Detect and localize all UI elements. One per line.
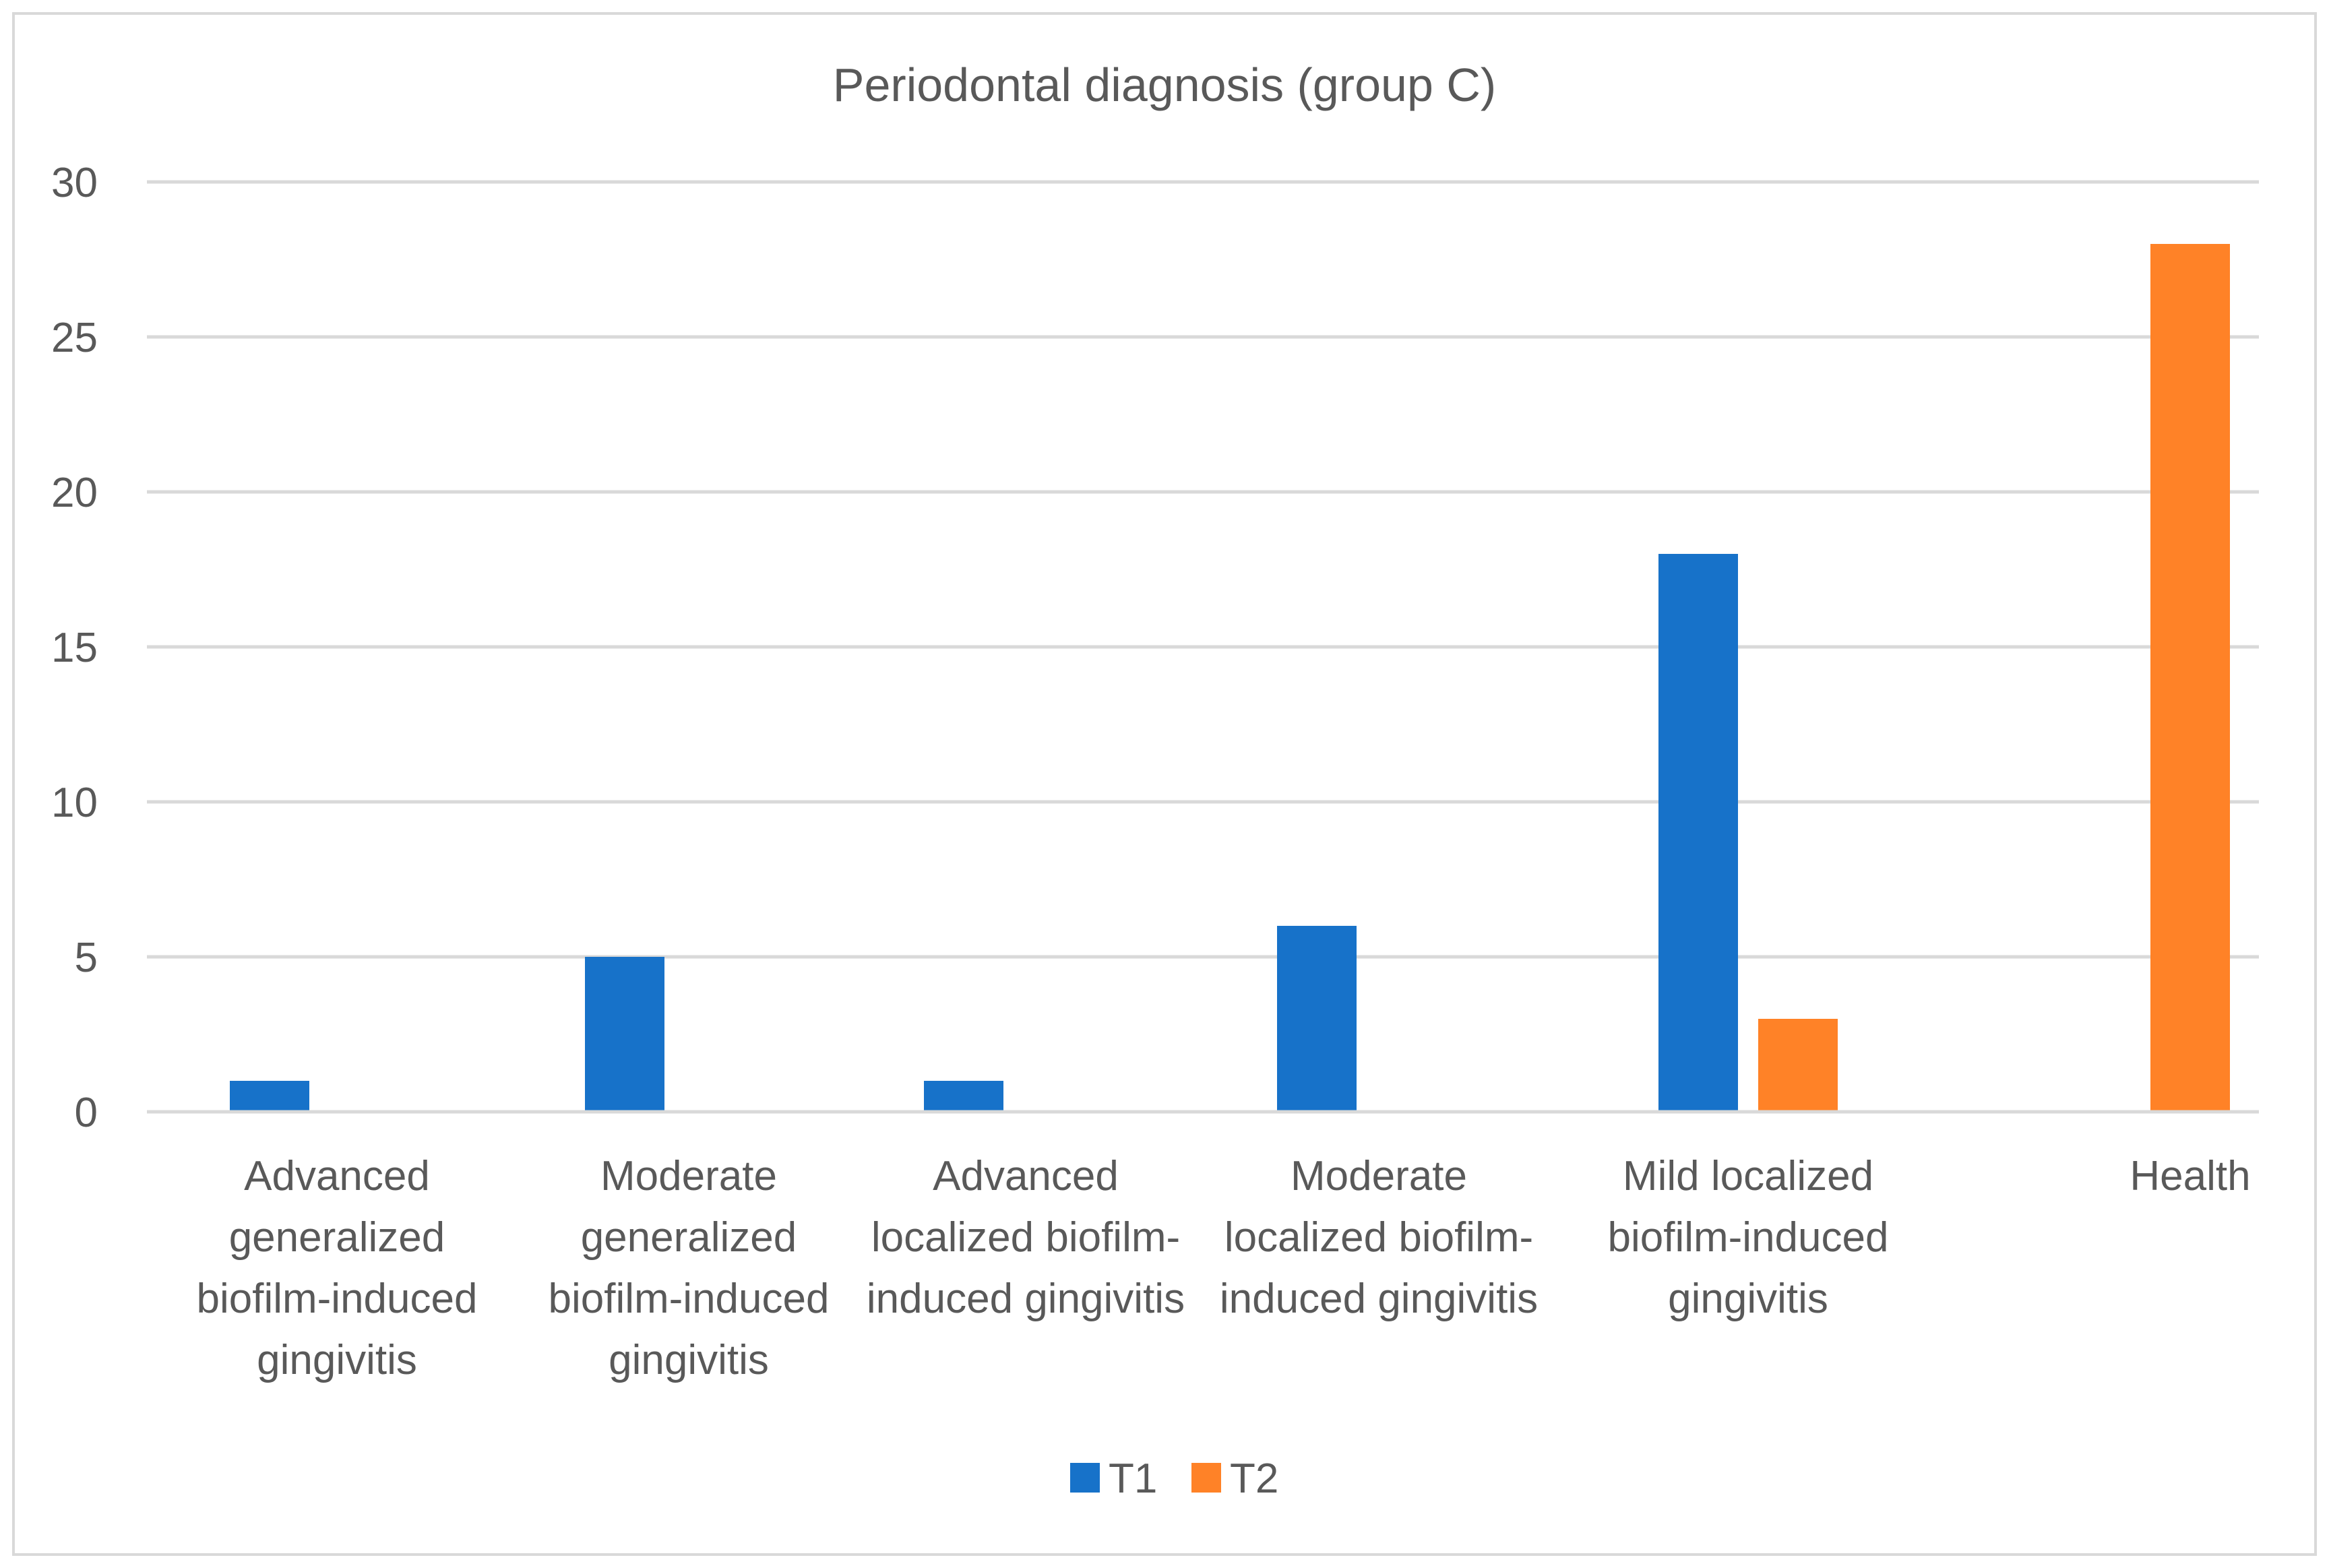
x-category-label: Moderate generalized biofilm-induced gingiv… [549,1153,830,1383]
category-labels: Advanced generalized biofilm-induced gingiv… [197,1153,2251,1383]
y-tick-label: 25 [51,315,98,361]
x-category-label-line: induced gingivitis [1220,1276,1538,1322]
x-category-label-line: localized biofilm- [1224,1214,1533,1261]
gridlines [147,180,2259,959]
y-tick-label: 15 [51,625,98,671]
x-category-label-line: biofilm-induced [1608,1214,1889,1261]
x-category-label-line: Health [2130,1153,2250,1199]
x-category-label: Advanced generalized biofilm-induced gingiv… [197,1153,478,1383]
x-category-label-line: Moderate [1291,1153,1467,1199]
x-category-label-line: generalized [229,1214,445,1261]
legend-label-t2: T2 [1230,1455,1278,1502]
x-category-label-line: biofilm-induced [197,1276,478,1322]
legend-label-t1: T1 [1109,1455,1157,1502]
legend: T1 T2 [1070,1455,1278,1502]
y-tick-label: 0 [75,1090,98,1136]
bars [230,244,2230,1112]
legend-swatch-t1 [1070,1463,1100,1493]
x-category-label-line: Advanced [244,1153,430,1199]
y-tick-label: 10 [51,780,98,826]
x-category-label-line: Moderate [600,1153,777,1199]
x-category-label-line: localized biofilm- [871,1214,1180,1261]
x-category-label-line: gingivitis [1668,1276,1828,1322]
x-category-label-line: Advanced [933,1153,1119,1199]
bar-t2-6 [2150,244,2230,1112]
x-category-label: Health [2130,1153,2250,1199]
y-tick-label: 5 [75,935,98,981]
x-category-label-line: biofilm-induced [549,1276,830,1322]
x-category-label: Moderate localized biofilm-induced gingiv… [1220,1153,1538,1322]
y-tick-label: 30 [51,160,98,206]
chart-border [12,12,2317,1556]
bar-t2-5 [1758,1019,1838,1112]
legend-swatch-t2 [1191,1463,1221,1493]
y-tick-label: 20 [51,470,98,516]
x-category-label-line: induced gingivitis [867,1276,1185,1322]
x-category-label-line: generalized [581,1214,797,1261]
bar-t1-4 [1277,926,1357,1112]
bar-t1-3 [924,1081,1003,1112]
chart-title: Periodontal diagnosis (group C) [833,59,1496,111]
y-axis-ticks: 0 5 10 15 20 25 30 [51,160,98,1136]
x-category-label: Advanced localized biofilm-induced gingiv… [867,1153,1185,1322]
bar-t1-5 [1658,554,1738,1112]
bar-t1-2 [585,957,664,1112]
x-category-label: Mild localized biofilm-induced gingivitis [1608,1153,1889,1322]
x-category-label-line: Mild localized [1623,1153,1873,1199]
x-category-label-line: gingivitis [609,1337,769,1383]
bar-t1-1 [230,1081,309,1112]
x-category-label-line: gingivitis [257,1337,417,1383]
